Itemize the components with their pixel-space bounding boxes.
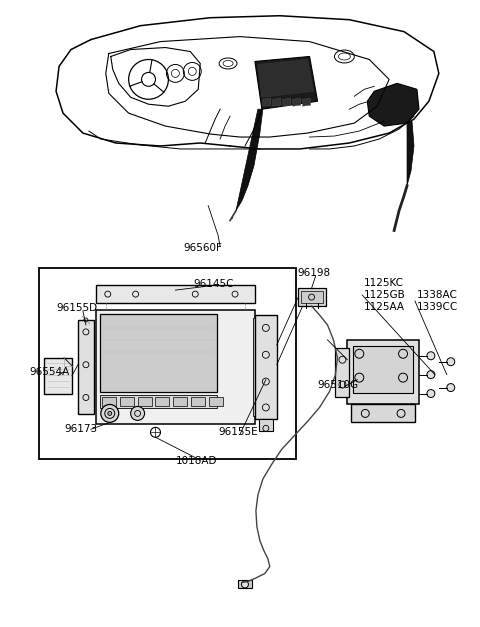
Polygon shape xyxy=(236,109,263,211)
Text: 96145C: 96145C xyxy=(193,279,234,289)
Text: 96155E: 96155E xyxy=(218,428,258,437)
Polygon shape xyxy=(258,60,313,97)
Polygon shape xyxy=(273,98,281,106)
Circle shape xyxy=(427,371,435,379)
Bar xyxy=(96,285,255,303)
Bar xyxy=(192,396,205,406)
Circle shape xyxy=(131,406,144,420)
Text: 96554A: 96554A xyxy=(29,367,70,377)
Bar xyxy=(259,419,273,431)
Text: 1018AD: 1018AD xyxy=(175,456,217,466)
Circle shape xyxy=(108,411,112,416)
Text: 1125AA: 1125AA xyxy=(364,302,405,312)
Text: 1338AC: 1338AC xyxy=(417,290,458,300)
Bar xyxy=(39,268,296,459)
Polygon shape xyxy=(263,98,271,106)
Bar xyxy=(300,291,323,303)
Bar xyxy=(138,396,152,406)
Bar xyxy=(96,310,255,424)
Circle shape xyxy=(241,581,249,588)
Text: 96173: 96173 xyxy=(64,424,97,435)
Polygon shape xyxy=(407,121,414,186)
Bar xyxy=(253,318,255,416)
Text: 96155D: 96155D xyxy=(56,303,97,313)
Text: 96510G: 96510G xyxy=(318,379,359,389)
Bar xyxy=(102,396,116,406)
Circle shape xyxy=(101,404,119,423)
Text: 1339CC: 1339CC xyxy=(417,302,458,312)
Text: 1125KC: 1125KC xyxy=(364,278,404,288)
Circle shape xyxy=(447,384,455,391)
Bar xyxy=(255,315,277,419)
Circle shape xyxy=(427,389,435,398)
Polygon shape xyxy=(367,83,419,126)
Bar xyxy=(298,288,325,306)
Bar xyxy=(156,396,169,406)
Bar xyxy=(351,404,415,423)
Bar xyxy=(238,581,252,588)
Text: 1125GB: 1125GB xyxy=(364,290,406,300)
Bar xyxy=(348,340,419,404)
Bar xyxy=(78,320,94,414)
Bar xyxy=(100,394,217,408)
Circle shape xyxy=(427,352,435,360)
Bar xyxy=(336,348,349,396)
Polygon shape xyxy=(302,98,311,106)
Polygon shape xyxy=(293,98,300,106)
Bar xyxy=(173,396,187,406)
Polygon shape xyxy=(255,56,318,109)
Circle shape xyxy=(447,358,455,366)
Bar xyxy=(209,396,223,406)
Bar xyxy=(44,358,72,394)
Bar xyxy=(120,396,133,406)
Polygon shape xyxy=(283,98,291,106)
Bar xyxy=(100,314,217,391)
Text: 96198: 96198 xyxy=(298,268,331,278)
Bar xyxy=(353,346,413,393)
Text: 96560F: 96560F xyxy=(183,243,222,253)
